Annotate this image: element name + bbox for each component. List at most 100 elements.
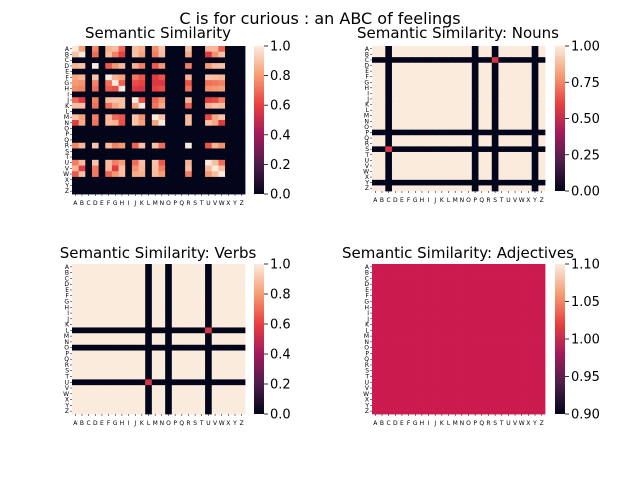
heatmap-cell	[98, 108, 106, 115]
heatmap-cell	[78, 102, 86, 110]
heatmap-cell	[531, 304, 539, 311]
heatmap-cell	[445, 402, 453, 409]
heatmap-cell	[505, 46, 513, 52]
heatmap-cell	[105, 321, 113, 328]
heatmap-cell	[391, 367, 400, 375]
heatmap-cell	[531, 146, 539, 153]
x-tick-label: N	[160, 420, 165, 427]
heatmap-cell	[418, 281, 426, 288]
heatmap-cell	[418, 79, 426, 86]
heatmap-cell	[385, 163, 393, 170]
heatmap-cell	[178, 125, 186, 132]
heatmap-cell	[191, 46, 199, 53]
heatmap-cell	[498, 333, 506, 340]
heatmap-cell	[425, 321, 433, 328]
heatmap-cell	[518, 281, 526, 288]
heatmap-cell	[151, 108, 159, 115]
heatmap-cell	[125, 171, 133, 178]
heatmap-cell	[498, 367, 506, 375]
x-tick-label: L	[147, 420, 151, 427]
heatmap-cell	[198, 275, 206, 282]
heatmap-cell	[191, 333, 199, 340]
heatmap-cell	[145, 321, 153, 328]
y-tick-label: D	[364, 63, 369, 70]
heatmap-cell	[185, 385, 193, 392]
heatmap-cell	[111, 327, 119, 334]
heatmap-cell	[478, 408, 486, 415]
heatmap-cell	[205, 97, 213, 104]
heatmap-cell	[505, 287, 513, 294]
heatmap-cell	[85, 367, 93, 375]
heatmap-cell	[391, 396, 400, 403]
heatmap-cell	[185, 171, 193, 178]
heatmap-cell	[385, 292, 393, 300]
heatmap-cell	[98, 321, 106, 328]
heatmap-cell	[405, 310, 413, 317]
heatmap-cell	[145, 385, 153, 392]
heatmap-cell	[218, 287, 226, 294]
heatmap-cell	[205, 396, 213, 403]
heatmap-cell	[85, 188, 93, 195]
heatmap-cell	[471, 333, 479, 340]
heatmap-cell	[471, 408, 479, 415]
heatmap-cell	[372, 62, 380, 69]
heatmap-cell	[211, 385, 219, 392]
y-tick-label: J	[366, 316, 369, 323]
heatmap-cell	[238, 264, 246, 271]
heatmap-cell	[531, 275, 539, 282]
heatmap-cell	[171, 176, 179, 184]
heatmap-cell	[425, 298, 433, 305]
heatmap-cell	[111, 63, 119, 70]
heatmap-cell	[131, 74, 139, 81]
heatmap-cell	[491, 151, 499, 158]
heatmap-cell	[478, 96, 486, 103]
heatmap-cell	[485, 124, 493, 131]
heatmap-cell	[231, 344, 239, 351]
heatmap-cell	[471, 396, 479, 403]
heatmap-cell	[518, 362, 526, 369]
heatmap-cell	[198, 120, 206, 127]
heatmap-cell	[165, 287, 173, 294]
heatmap-cell	[151, 287, 159, 294]
heatmap-cell	[211, 275, 219, 282]
heatmap-cell	[185, 68, 193, 75]
y-tick-label: K	[65, 322, 70, 329]
heatmap-cell	[185, 287, 193, 294]
heatmap-cell	[405, 96, 413, 103]
heatmap-cell	[165, 63, 173, 70]
heatmap-cell	[85, 148, 93, 155]
heatmap-cell	[218, 80, 226, 87]
heatmap-cell	[98, 51, 106, 58]
heatmap-cell	[91, 396, 100, 403]
heatmap-cell	[231, 91, 239, 98]
heatmap-cell	[525, 51, 533, 58]
heatmap-cell	[205, 182, 213, 189]
heatmap-cell	[411, 51, 419, 58]
x-tick-label: K	[440, 197, 445, 204]
heatmap-cell	[118, 57, 126, 64]
heatmap-cell	[238, 91, 246, 98]
heatmap-cell	[225, 46, 233, 53]
heatmap-cell	[178, 63, 186, 70]
heatmap-cell	[138, 154, 146, 161]
heatmap-cell	[405, 408, 413, 415]
heatmap-cell	[105, 142, 113, 149]
heatmap-cell	[171, 80, 179, 87]
heatmap-cell	[151, 298, 159, 305]
heatmap-cell	[191, 298, 199, 305]
heatmap-cell	[165, 102, 173, 110]
heatmap-cell	[151, 154, 159, 161]
heatmap-cell	[538, 333, 546, 340]
heatmap-cell	[131, 350, 139, 357]
heatmap-cell	[405, 163, 413, 170]
heatmap-cell	[171, 292, 179, 300]
heatmap-cell	[238, 373, 246, 380]
heatmap-cell	[531, 367, 539, 375]
heatmap-cell	[498, 46, 506, 52]
heatmap-cell	[98, 269, 106, 276]
heatmap-cell	[85, 304, 93, 311]
heatmap-cell	[391, 339, 400, 346]
heatmap-cell	[471, 356, 479, 363]
x-tick-label: C	[387, 197, 391, 204]
heatmap-cell	[105, 57, 113, 64]
